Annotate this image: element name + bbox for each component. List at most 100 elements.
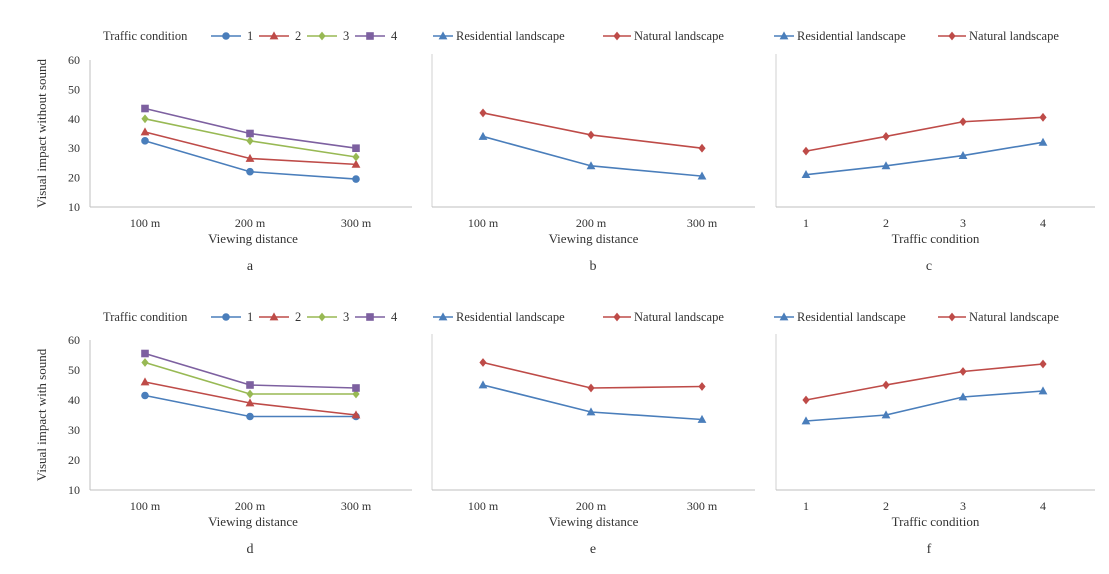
legend-marker [366,313,374,321]
series-line-2 [144,361,356,395]
legend-label: Residential landscape [797,29,906,43]
data-point-series-3 [141,104,149,113]
panel-label: d [247,542,254,557]
panel-label: b [590,259,597,274]
legend-marker [318,31,326,41]
y-axis-title: Visual impact without sound [34,58,49,208]
x-axis-title: Traffic condition [892,514,980,529]
panel-b: 100 m 200 m 300 m Viewing distance b Resident… [431,29,755,274]
series-line-1 [482,112,703,149]
data-point-series-0 [881,410,891,419]
data-point-series-1 [802,146,810,156]
y-tick-label: 60 [68,53,80,67]
panel-label: e [590,542,596,557]
data-point-series-1 [1039,359,1047,369]
legend-marker [438,31,448,40]
legend-title: Traffic condition [103,310,188,324]
y-tick-label: 20 [68,171,80,185]
data-point-series-3 [246,381,254,389]
series-line-0 [805,390,1044,422]
data-point-series-1 [140,377,150,386]
data-point-series-0 [958,392,968,401]
data-point-series-1 [587,130,595,140]
x-axis-title: Viewing distance [208,514,298,529]
y-tick-label: 20 [68,453,80,467]
legend-label: 2 [295,29,301,43]
x-tick-label: 4 [1040,216,1046,230]
legend-label: 1 [247,29,253,43]
data-point-series-1 [882,380,890,390]
x-axis-title: Viewing distance [549,514,639,529]
x-tick-label: 200 m [235,216,266,230]
data-point-series-0 [478,131,488,140]
x-tick-label: 300 m [341,216,372,230]
legend-marker [269,312,279,321]
y-tick-label: 60 [68,333,80,347]
panel-label: c [926,259,932,274]
data-point-series-3 [141,349,149,358]
data-point-series-1 [479,358,487,367]
x-tick-label: 100 m [130,216,161,230]
legend-label: 3 [343,310,349,324]
x-tick-label: 200 m [576,216,607,230]
data-point-series-0 [1038,137,1048,146]
x-tick-label: 2 [883,216,889,230]
data-point-series-3 [352,384,360,392]
x-tick-label: 300 m [687,216,718,230]
legend-marker [366,32,374,40]
data-point-series-0 [801,416,811,425]
y-tick-label: 30 [68,423,80,437]
legend-marker [222,32,230,40]
data-point-series-1 [587,383,595,393]
legend-title: Traffic condition [103,29,188,43]
legend-label: Residential landscape [456,29,565,43]
data-point-series-1 [802,395,810,405]
data-point-series-0 [586,407,596,416]
legend-marker [222,313,230,321]
legend: Residential landscape Natural landscape [433,29,724,43]
data-point-series-1 [351,159,361,168]
data-point-series-1 [698,382,706,391]
data-point-series-1 [1039,112,1047,122]
x-tick-label: 100 m [130,499,161,513]
data-point-series-1 [140,127,150,136]
x-tick-label: 1 [803,499,809,513]
data-point-series-1 [245,153,255,162]
x-tick-label: 3 [960,216,966,230]
data-point-series-1 [959,117,967,127]
data-point-series-0 [478,380,488,389]
legend-label: Natural landscape [969,310,1059,324]
legend-marker [948,31,956,41]
data-point-series-1 [698,143,706,153]
legend-marker [948,312,956,322]
data-point-series-0 [586,161,596,170]
y-tick-label: 50 [68,82,80,96]
panel-c: 1 2 3 4 Traffic condition c Residential landsc… [774,29,1095,274]
legend-label: 3 [343,29,349,43]
legend-marker [779,31,789,40]
data-point-series-1 [882,132,890,141]
panel-f: 1 2 3 4 Traffic condition f Residential landsc… [774,310,1095,557]
series-line-0 [482,135,703,177]
series-line-1 [805,363,1044,401]
panel-label: a [247,259,254,274]
legend: Traffic condition 1 2 3 4 [103,29,398,43]
panel-d: 10 20 30 40 50 60 Visual impact with sound 100 … [34,310,412,557]
data-point-series-1 [351,410,361,419]
data-point-series-0 [246,412,254,421]
y-tick-label: 50 [68,363,80,377]
x-tick-label: 2 [883,499,889,513]
y-tick-label: 10 [68,200,80,214]
y-tick-label: 40 [68,393,80,407]
legend-label: Natural landscape [634,29,724,43]
data-point-series-1 [959,367,967,376]
x-tick-label: 3 [960,499,966,513]
data-point-series-2 [141,358,149,367]
legend-label: 4 [391,310,398,324]
legend-label: 2 [295,310,301,324]
legend-label: 1 [247,310,253,324]
x-axis-title: Viewing distance [549,231,639,246]
series-line-1 [482,361,703,389]
legend-marker [613,31,621,41]
series-line-0 [805,141,1044,176]
